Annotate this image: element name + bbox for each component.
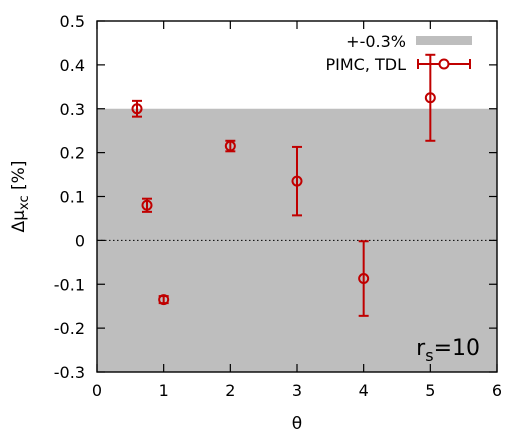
y-tick-label: -0.3 — [54, 363, 85, 382]
y-tick-label: 0.4 — [60, 56, 85, 75]
y-tick-label: 0.5 — [60, 12, 85, 31]
y-tick-label: 0.1 — [60, 188, 85, 207]
x-tick-label: 3 — [292, 381, 302, 400]
y-axis-label-sub: xc — [17, 195, 32, 210]
marker-circle — [141, 199, 153, 211]
data-point — [291, 145, 303, 217]
legend: +-0.3% PIMC, TDL — [325, 32, 472, 74]
x-tick-label: 4 — [359, 381, 369, 400]
x-tick-label: 0 — [92, 381, 102, 400]
y-axis-label-main: Δμ — [9, 210, 29, 233]
y-tick-label: -0.2 — [54, 319, 85, 338]
data-point — [358, 240, 370, 317]
legend-series-marker — [417, 58, 471, 70]
legend-band-swatch — [416, 36, 472, 45]
legend-circle — [438, 58, 450, 70]
annotation-main: r — [416, 336, 426, 361]
x-tick-label: 2 — [225, 381, 235, 400]
x-axis-label: θ — [292, 414, 302, 434]
x-tick-label: 6 — [492, 381, 502, 400]
data-point — [158, 294, 170, 306]
y-tick-label: 0.2 — [60, 144, 85, 163]
axis-ticks: 0 1 2 3 4 5 6 -0.3 -0.2 -0.1 0 0.1 0.2 0.3 0.4 0.5 — [54, 12, 502, 400]
x-tick-label: 1 — [159, 381, 169, 400]
annotation-suffix: =10 — [434, 336, 480, 361]
x-tick-label: 5 — [425, 381, 435, 400]
annotation-sub: s — [425, 346, 433, 365]
data-point — [224, 139, 236, 153]
y-axis-label-suffix: [%] — [9, 161, 29, 196]
legend-band-label: +-0.3% — [346, 32, 406, 51]
y-tick-label: 0.3 — [60, 100, 85, 119]
marker-circle — [358, 273, 370, 285]
marker-circle — [131, 103, 143, 115]
marker-circle — [291, 175, 303, 187]
rs-annotation: rs=10 — [416, 336, 480, 365]
marker-circle — [158, 294, 170, 306]
marker-circle — [424, 92, 436, 104]
data-point — [131, 99, 143, 118]
data-point — [141, 197, 153, 213]
data-point — [424, 53, 436, 142]
legend-series-label: PIMC, TDL — [325, 55, 406, 74]
y-tick-label: 0 — [75, 231, 85, 250]
marker-circle — [224, 140, 236, 152]
y-tick-label: -0.1 — [54, 275, 85, 294]
data-points-layer — [131, 53, 436, 317]
y-axis-label: Δμxc [%] — [9, 161, 32, 233]
